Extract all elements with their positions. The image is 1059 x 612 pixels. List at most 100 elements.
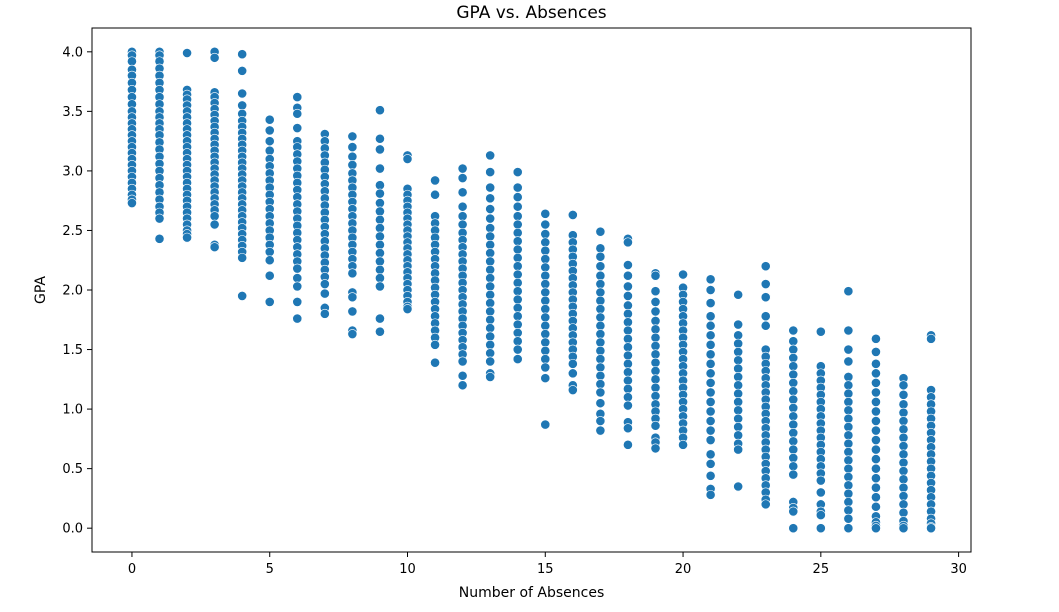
data-point <box>457 219 468 230</box>
data-point <box>375 223 385 233</box>
data-point <box>898 457 909 468</box>
data-point <box>595 387 606 398</box>
data-point <box>871 377 881 388</box>
data-point <box>871 473 881 484</box>
data-point <box>292 281 303 292</box>
data-point <box>871 425 881 436</box>
data-point <box>843 480 854 491</box>
data-point <box>898 523 909 534</box>
data-point <box>843 513 854 524</box>
data-point <box>237 252 248 263</box>
data-point <box>485 264 496 275</box>
data-point <box>209 52 220 63</box>
data-point <box>375 144 385 155</box>
data-point <box>705 458 716 469</box>
data-point <box>871 435 881 445</box>
data-point <box>430 189 440 200</box>
x-tick-label: 10 <box>399 562 416 577</box>
data-point <box>292 263 303 274</box>
data-point <box>595 345 606 356</box>
data-point <box>623 291 633 301</box>
data-point <box>375 256 385 267</box>
data-point <box>843 344 854 355</box>
data-point <box>485 323 496 334</box>
data-point <box>485 331 496 342</box>
data-point <box>512 269 523 280</box>
data-point <box>843 430 854 441</box>
data-point <box>457 163 468 174</box>
data-point <box>871 492 881 503</box>
data-point <box>815 523 826 534</box>
data-point <box>595 251 606 262</box>
y-tick-label: 3.5 <box>62 105 83 120</box>
data-point <box>375 133 385 144</box>
data-point <box>705 358 716 369</box>
data-point <box>843 438 854 449</box>
y-tick-label: 0.0 <box>62 522 83 537</box>
data-point <box>843 455 854 466</box>
data-point <box>788 377 799 388</box>
data-point <box>871 463 881 474</box>
data-point <box>733 338 744 349</box>
y-axis: 0.0 0.5 1.0 1.5 2.0 2.5 3.0 3.5 4.0 <box>62 45 92 537</box>
data-point <box>843 380 854 391</box>
data-point <box>375 281 385 292</box>
data-point <box>264 136 275 147</box>
x-tick-label: 25 <box>813 562 830 577</box>
data-point <box>540 304 551 314</box>
data-point <box>871 416 881 426</box>
y-tick-label: 0.5 <box>62 462 83 477</box>
data-point <box>623 270 633 281</box>
data-point <box>733 444 744 455</box>
data-point <box>898 491 909 501</box>
data-point <box>623 308 633 319</box>
data-point <box>485 298 496 308</box>
points-layer <box>127 46 936 534</box>
data-point <box>705 406 716 417</box>
data-point <box>402 304 413 314</box>
data-point <box>788 419 799 430</box>
data-point <box>595 287 606 298</box>
data-point <box>512 302 523 313</box>
data-point <box>237 49 248 60</box>
data-point <box>650 382 661 393</box>
data-point <box>843 286 854 297</box>
data-point <box>567 368 578 379</box>
data-point <box>650 366 661 376</box>
data-point <box>733 289 744 300</box>
x-axis-label: Number of Absences <box>459 585 604 601</box>
data-point <box>898 432 909 443</box>
data-point <box>540 354 551 364</box>
data-point <box>843 325 854 336</box>
data-point <box>733 372 744 382</box>
data-point <box>127 198 137 208</box>
data-point <box>595 279 606 289</box>
data-point <box>871 397 881 407</box>
data-point <box>595 270 606 281</box>
data-point <box>512 354 523 364</box>
data-point <box>650 374 661 385</box>
data-point <box>485 306 496 317</box>
data-point <box>843 356 854 367</box>
data-point <box>347 131 358 142</box>
data-point <box>788 444 799 455</box>
data-point <box>788 411 799 422</box>
data-point <box>512 261 523 272</box>
data-point <box>623 375 633 386</box>
data-point <box>595 398 606 409</box>
data-point <box>347 306 358 317</box>
data-point <box>705 449 716 460</box>
data-point <box>292 313 303 324</box>
data-point <box>788 325 799 336</box>
data-point <box>319 308 330 319</box>
data-point <box>871 444 881 455</box>
data-point <box>595 337 606 348</box>
data-point <box>595 362 606 373</box>
data-point <box>375 188 385 199</box>
data-point <box>650 324 661 335</box>
x-axis: 0 5 10 15 20 25 30 <box>128 552 967 577</box>
data-point <box>457 211 468 222</box>
data-point <box>705 397 716 407</box>
y-tick-label: 1.5 <box>62 343 83 358</box>
